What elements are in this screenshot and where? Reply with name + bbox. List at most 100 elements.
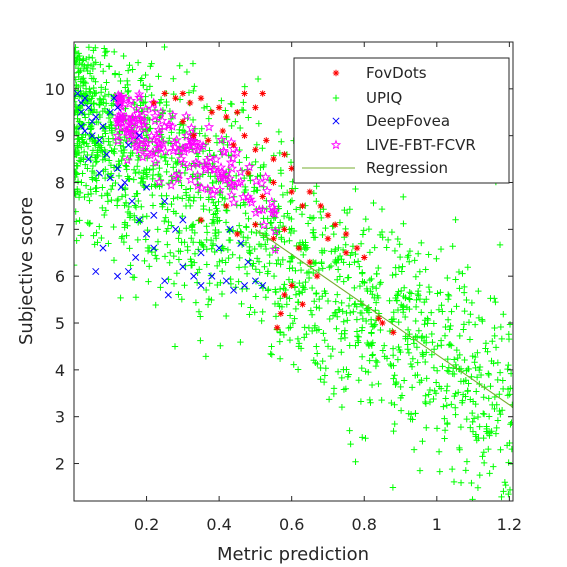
point-upiq (101, 45, 108, 52)
point-upiq (347, 252, 354, 259)
point-upiq (273, 260, 280, 267)
point-deepfovea (106, 108, 114, 116)
point-upiq (206, 206, 213, 214)
point-upiq (421, 321, 428, 328)
point-upiq (334, 291, 341, 298)
point-upiq (208, 296, 215, 304)
point-upiq (187, 185, 194, 192)
point-upiq (362, 317, 370, 325)
point-live-fbt-fcvr (152, 132, 163, 143)
point-upiq (208, 245, 215, 252)
point-upiq (418, 239, 425, 247)
point-upiq (241, 183, 249, 191)
legend-item-upiq: UPIQ (332, 89, 402, 107)
point-upiq (74, 185, 81, 193)
point-upiq (332, 298, 339, 305)
point-upiq (170, 280, 178, 287)
point-upiq (154, 238, 162, 246)
point-upiq (140, 170, 147, 177)
point-upiq (102, 130, 109, 137)
point-upiq (355, 333, 362, 341)
point-upiq (405, 252, 412, 259)
point-fovdots (263, 137, 270, 144)
point-upiq (96, 223, 103, 230)
point-upiq (179, 127, 187, 134)
point-upiq (295, 288, 303, 295)
point-upiq (441, 427, 449, 434)
point-upiq (149, 191, 156, 199)
x-axis-label: Metric prediction (217, 544, 369, 565)
point-upiq (279, 191, 287, 199)
point-upiq (210, 199, 217, 206)
point-upiq (77, 154, 85, 162)
point-upiq (84, 219, 91, 226)
point-upiq (389, 352, 397, 359)
point-fovdots (197, 216, 205, 224)
point-upiq (389, 345, 397, 352)
point-upiq (245, 114, 252, 121)
point-upiq (206, 147, 213, 154)
point-upiq (439, 308, 446, 315)
point-upiq (175, 256, 183, 263)
point-upiq (139, 213, 147, 221)
point-live-fbt-fcvr (218, 145, 229, 156)
point-upiq (171, 343, 179, 350)
point-upiq (222, 259, 229, 266)
point-upiq (373, 358, 381, 366)
point-upiq (347, 440, 354, 448)
point-upiq (432, 379, 440, 386)
point-live-fbt-fcvr (181, 110, 192, 121)
point-upiq (444, 383, 451, 390)
point-upiq (475, 434, 482, 442)
point-upiq (386, 297, 393, 304)
point-upiq (500, 488, 507, 495)
point-upiq (219, 257, 226, 264)
point-deepfovea (92, 267, 100, 276)
point-upiq (75, 135, 82, 142)
point-live-fbt-fcvr (256, 177, 267, 188)
point-upiq (118, 156, 125, 164)
point-upiq (74, 55, 82, 62)
point-upiq (342, 241, 349, 249)
point-upiq (142, 98, 149, 106)
point-upiq (102, 100, 110, 107)
point-upiq (94, 152, 101, 160)
point-upiq (375, 380, 382, 388)
point-upiq (317, 376, 324, 383)
point-upiq (272, 313, 280, 320)
point-upiq (339, 308, 346, 315)
point-live-fbt-fcvr (204, 162, 216, 172)
point-upiq (406, 247, 414, 255)
point-upiq (82, 114, 89, 121)
point-upiq (126, 245, 133, 252)
point-upiq (107, 186, 115, 193)
point-upiq (126, 61, 133, 69)
point-upiq (338, 299, 345, 307)
x-tick-label: 0.4 (206, 515, 231, 534)
point-upiq (198, 125, 205, 132)
point-upiq (82, 182, 90, 189)
point-upiq (286, 237, 293, 244)
point-upiq (89, 54, 96, 62)
point-upiq (433, 425, 441, 432)
point-upiq (245, 215, 252, 222)
point-upiq (469, 428, 477, 435)
point-upiq (425, 283, 433, 291)
point-live-fbt-fcvr (167, 121, 178, 131)
point-upiq (251, 245, 258, 253)
point-upiq (476, 423, 483, 430)
legend-item-deepfovea: DeepFovea (332, 112, 450, 130)
point-upiq (91, 90, 99, 97)
legend-label: LIVE-FBT-FCVR (366, 136, 476, 154)
point-live-fbt-fcvr (150, 148, 162, 158)
point-upiq (236, 254, 243, 262)
point-upiq (388, 362, 395, 369)
point-live-fbt-fcvr (235, 166, 246, 177)
point-upiq (334, 266, 342, 273)
point-upiq (469, 418, 476, 426)
point-upiq (463, 458, 471, 465)
point-upiq (428, 330, 435, 338)
point-upiq (146, 166, 153, 174)
point-upiq (291, 315, 298, 322)
point-upiq (87, 186, 94, 193)
